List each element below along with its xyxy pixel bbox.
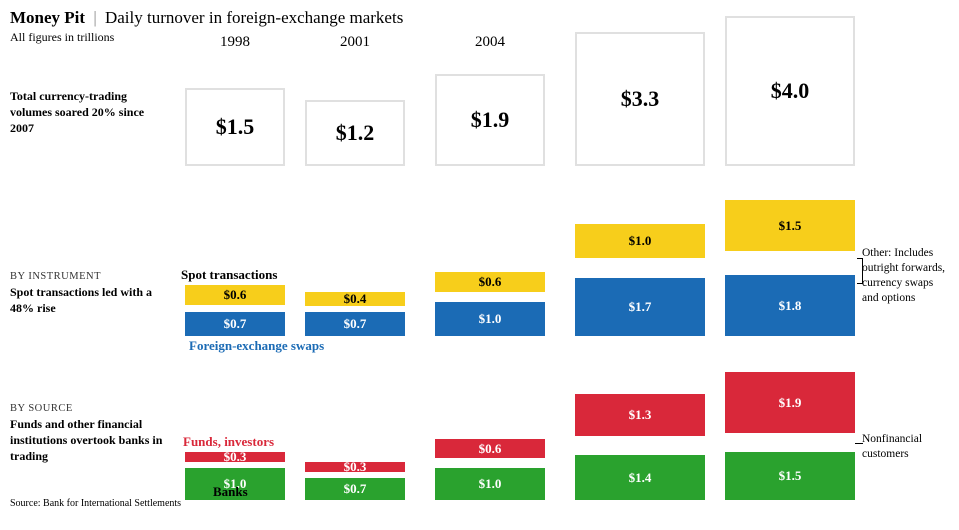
seg-other (185, 305, 285, 312)
seg-swaps: $0.7 (185, 312, 285, 336)
seg-banks: $1.0 (435, 468, 545, 500)
column: 1998$1.5$0.7$0.6$1.0$0.3 (185, 0, 285, 530)
column: 2010$4.0$1.8$1.5$1.5$1.9 (725, 0, 855, 530)
year-label: 2001 (305, 34, 405, 51)
label-funds: Funds, investors (183, 434, 274, 450)
panel-source-header: BY SOURCE (10, 402, 170, 416)
seg-spot: $1.5 (725, 200, 855, 251)
label-banks: Banks (213, 484, 248, 500)
seg-spot: $0.4 (305, 292, 405, 306)
annotation-nonfin: Nonfinancial customers (862, 432, 950, 462)
column: 2007$3.3$1.7$1.0$1.4$1.3 (575, 0, 705, 530)
total-box: $1.9 (435, 74, 545, 166)
source-attribution: Source: Bank for International Settlemen… (10, 498, 181, 510)
total-box: $4.0 (725, 16, 855, 166)
seg-funds: $0.3 (305, 462, 405, 472)
year-label: 2004 (435, 34, 545, 51)
total-box: $1.2 (305, 100, 405, 166)
seg-swaps: $0.7 (305, 312, 405, 336)
panel-instrument-header: BY INSTRUMENT (10, 270, 170, 284)
seg-spot: $1.0 (575, 224, 705, 258)
column: 2004 $1.9 $1.0 $0.6 $1.0 $0.6 (435, 0, 545, 530)
year-label: 1998 (185, 34, 285, 51)
seg-other (575, 258, 705, 278)
seg-swaps: $1.0 (435, 302, 545, 336)
seg-other (435, 292, 545, 302)
seg-spot: $0.6 (185, 285, 285, 305)
column: 2001 $1.2 $0.7 $0.4 $0.7 $0.3 (305, 0, 405, 530)
seg-nonfin (725, 433, 855, 452)
chart-area: 1998 $1.5 $0.7 $0.6 $1.0 $0.3 2001 $1.2 $0.7 $0.4… (175, 0, 855, 530)
annotation-other: Other: Includes outright forwards, curre… (862, 246, 950, 306)
panel-source-label: Funds and other financial institutions o… (10, 416, 170, 465)
seg-swaps: $1.7 (575, 278, 705, 336)
seg-banks: $1.5 (725, 452, 855, 500)
seg-nonfin (435, 458, 545, 468)
seg-spot: $0.6 (435, 272, 545, 292)
seg-swaps: $1.8 (725, 275, 855, 336)
seg-funds: $1.3 (575, 394, 705, 436)
label-spot: Spot transactions (181, 267, 277, 283)
subtitle: All figures in trillions (10, 30, 114, 45)
label-swaps: Foreign-exchange swaps (189, 338, 324, 354)
seg-nonfin (575, 436, 705, 455)
seg-banks: $1.4 (575, 455, 705, 500)
seg-funds: $0.3 (185, 452, 285, 462)
seg-funds: $0.6 (435, 439, 545, 458)
total-box: $1.5 (185, 88, 285, 166)
seg-other (725, 251, 855, 275)
panel-total-label: Total currency-trading volumes soared 20… (10, 88, 170, 137)
seg-banks: $0.7 (305, 478, 405, 500)
panel-instrument-label: Spot transactions led with a 48% rise (10, 284, 170, 316)
seg-funds: $1.9 (725, 372, 855, 433)
title-bold: Money Pit (10, 8, 85, 27)
title-separator: | (93, 8, 96, 27)
total-box: $3.3 (575, 32, 705, 166)
